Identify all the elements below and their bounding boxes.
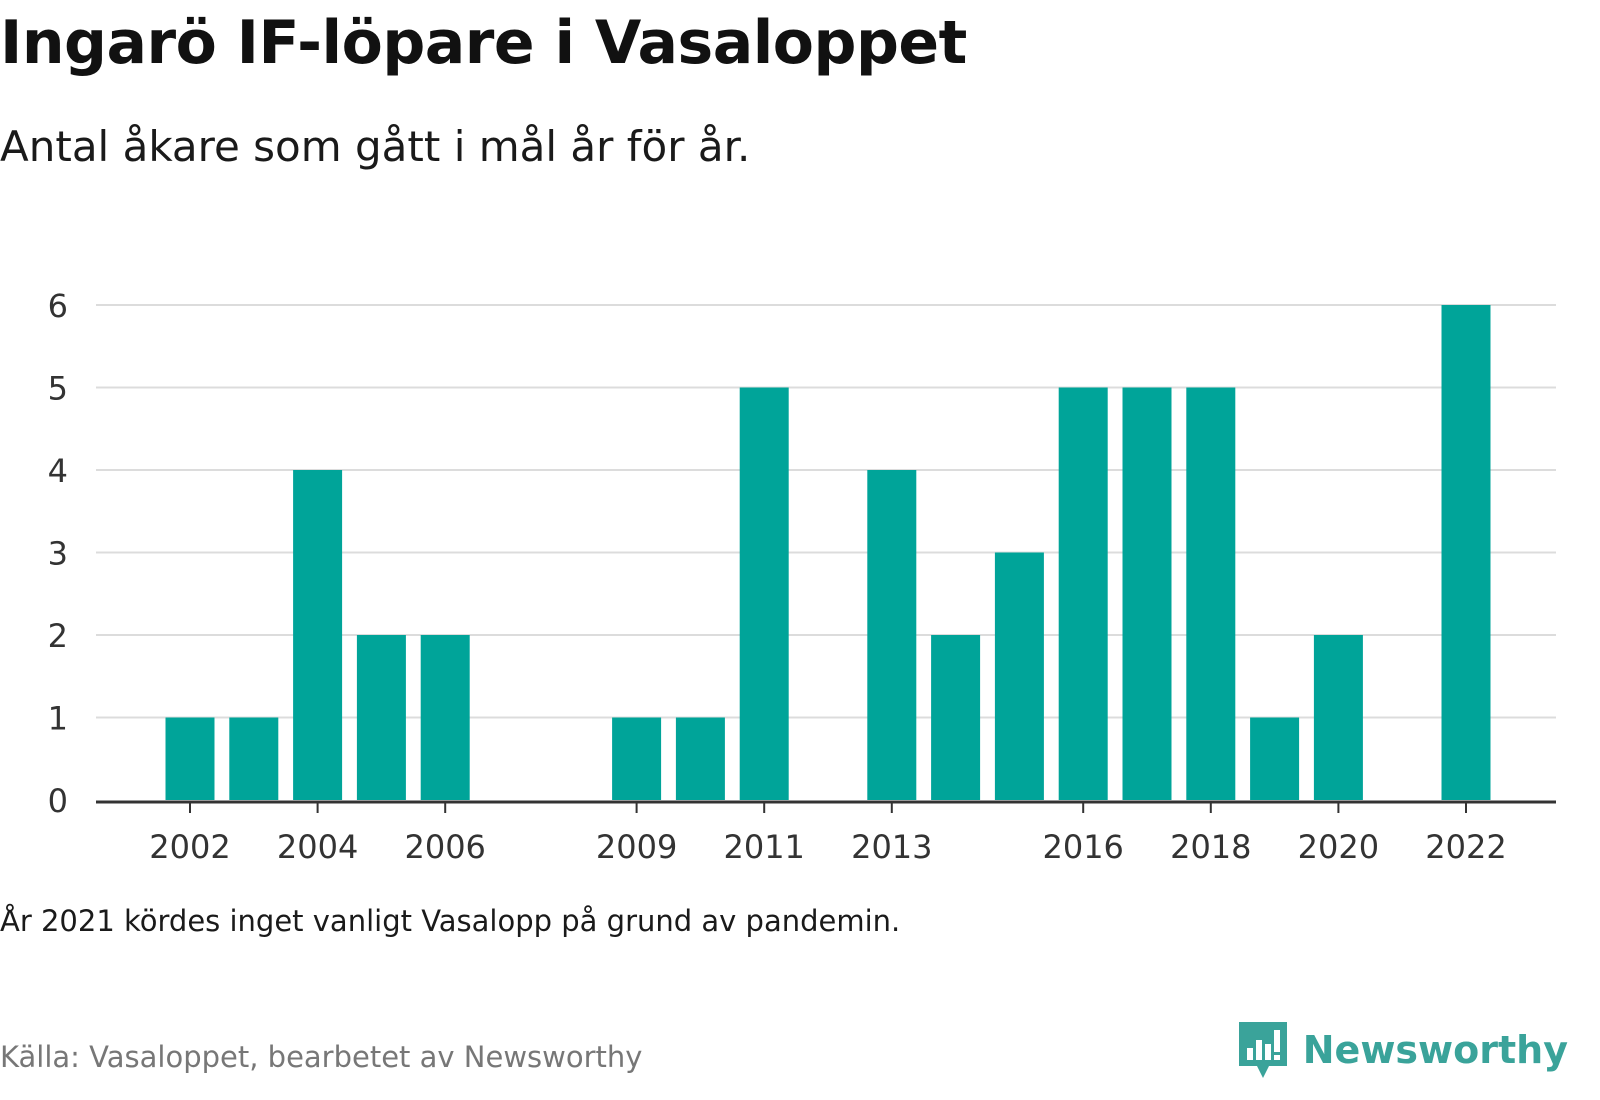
bar [867, 470, 917, 800]
x-tick-label: 2018 [1170, 828, 1251, 866]
bar [1186, 387, 1236, 800]
x-tick-label: 2006 [404, 828, 485, 866]
bar [994, 552, 1044, 800]
bar [420, 635, 470, 800]
bar [931, 635, 981, 800]
brand-logo: Newsworthy [1237, 1020, 1568, 1080]
y-tick-label: 6 [48, 287, 68, 325]
x-tick-label: 2013 [851, 828, 932, 866]
bar [1313, 635, 1363, 800]
y-tick-label: 2 [48, 617, 68, 655]
x-tick-label: 2011 [723, 828, 804, 866]
y-tick-label: 3 [48, 535, 68, 573]
bar [356, 635, 406, 800]
chart-title: Ingarö IF-löpare i Vasaloppet [0, 8, 967, 78]
bar [165, 717, 215, 800]
x-tick-label: 2016 [1042, 828, 1123, 866]
y-tick-label: 0 [48, 782, 68, 820]
bar [739, 387, 789, 800]
bar [1122, 387, 1172, 800]
brand-name: Newsworthy [1302, 1028, 1568, 1072]
bar [1250, 717, 1300, 800]
source-credit: Källa: Vasaloppet, bearbetet av Newswort… [0, 1040, 643, 1074]
y-axis-ticks: 0 1 2 3 4 5 6 [48, 287, 68, 820]
chart-subtitle: Antal åkare som gått i mål år för år. [0, 122, 751, 171]
y-tick-label: 5 [48, 370, 68, 408]
bar [1058, 387, 1108, 800]
x-tick-label: 2020 [1298, 828, 1379, 866]
bar [612, 717, 662, 800]
bar-chart: 0 1 2 3 4 5 6 2002 2004 2006 2009 2011 2013 2016 2018… [48, 287, 1556, 866]
footnote: År 2021 kördes inget vanligt Vasalopp på… [0, 904, 901, 938]
bar [1441, 305, 1491, 800]
bars [165, 305, 1491, 800]
bar-chart-speech-bubble-icon [1238, 1022, 1287, 1078]
x-tick-label: 2004 [277, 828, 358, 866]
x-tick-label: 2022 [1425, 828, 1506, 866]
x-tick-label: 2002 [149, 828, 230, 866]
x-tick-label: 2009 [596, 828, 677, 866]
bar [229, 717, 279, 800]
y-tick-label: 4 [48, 452, 68, 490]
bar [675, 717, 725, 800]
x-axis-ticks: 2002 2004 2006 2009 2011 2013 2016 2018 2020 2022 [149, 803, 1507, 866]
y-tick-label: 1 [48, 700, 68, 738]
bar [293, 470, 343, 800]
